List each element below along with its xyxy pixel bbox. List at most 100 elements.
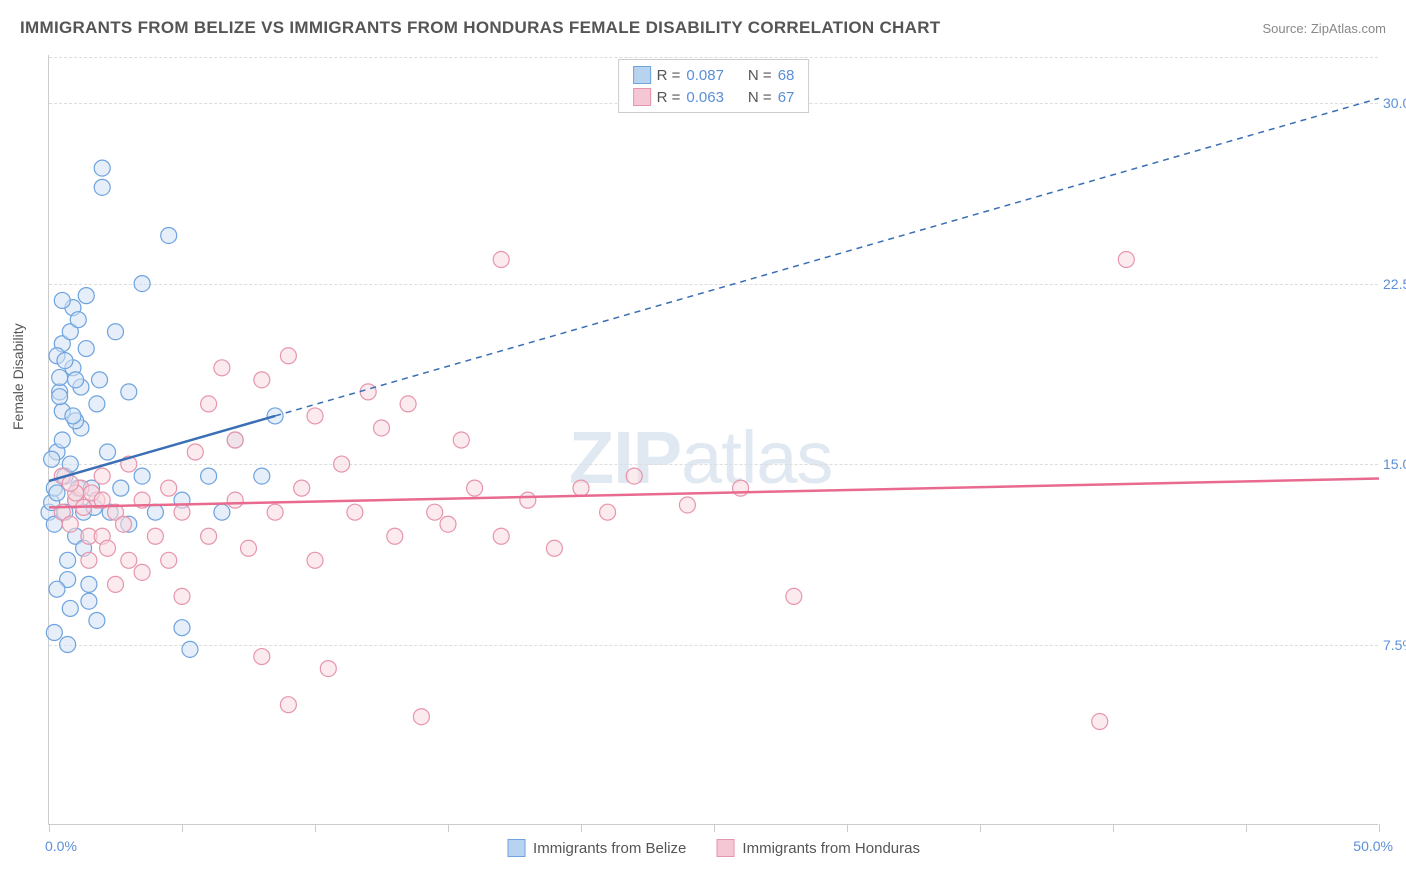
n-value: 67 — [778, 89, 795, 106]
data-point — [100, 540, 116, 556]
data-point — [600, 504, 616, 520]
correlation-legend-row: R = 0.063 N = 67 — [633, 86, 795, 108]
data-point — [121, 384, 137, 400]
data-point — [134, 564, 150, 580]
data-point — [147, 504, 163, 520]
data-point — [94, 160, 110, 176]
x-tick — [980, 824, 981, 832]
y-axis-label: Female Disability — [10, 323, 26, 430]
data-point — [400, 396, 416, 412]
n-label: N = — [748, 67, 772, 84]
data-point — [347, 504, 363, 520]
data-point — [493, 528, 509, 544]
data-point — [54, 432, 70, 448]
r-value: 0.063 — [686, 89, 724, 106]
x-tick — [1246, 824, 1247, 832]
data-point — [62, 516, 78, 532]
data-point — [626, 468, 642, 484]
data-point — [134, 468, 150, 484]
data-point — [46, 625, 62, 641]
y-tick-label: 22.5% — [1383, 276, 1406, 292]
legend-item: Immigrants from Honduras — [716, 839, 920, 857]
y-tick-label: 15.0% — [1383, 456, 1406, 472]
data-point — [108, 576, 124, 592]
r-label: R = — [657, 67, 681, 84]
data-point — [294, 480, 310, 496]
data-point — [174, 504, 190, 520]
scatter-plot — [49, 55, 1378, 824]
data-point — [1118, 252, 1134, 268]
correlation-legend: R = 0.087 N = 68 R = 0.063 N = 67 — [618, 59, 810, 113]
data-point — [493, 252, 509, 268]
data-point — [214, 360, 230, 376]
data-point — [113, 480, 129, 496]
x-axis-min-label: 0.0% — [45, 838, 77, 854]
data-point — [60, 552, 76, 568]
data-point — [161, 480, 177, 496]
data-point — [387, 528, 403, 544]
data-point — [1092, 714, 1108, 730]
data-point — [254, 468, 270, 484]
data-point — [89, 396, 105, 412]
data-point — [81, 593, 97, 609]
data-point — [307, 408, 323, 424]
data-point — [62, 600, 78, 616]
data-point — [573, 480, 589, 496]
data-point — [227, 492, 243, 508]
data-point — [70, 312, 86, 328]
data-point — [174, 588, 190, 604]
data-point — [182, 641, 198, 657]
legend-swatch — [716, 839, 734, 857]
x-tick — [448, 824, 449, 832]
y-tick-label: 7.5% — [1383, 637, 1406, 653]
r-value: 0.087 — [686, 67, 724, 84]
n-value: 68 — [778, 67, 795, 84]
data-point — [49, 485, 65, 501]
data-point — [413, 709, 429, 725]
data-point — [280, 348, 296, 364]
data-point — [467, 480, 483, 496]
legend-label: Immigrants from Belize — [533, 840, 686, 857]
x-axis-max-label: 50.0% — [1353, 838, 1393, 854]
x-tick — [182, 824, 183, 832]
data-point — [57, 353, 73, 369]
x-tick — [315, 824, 316, 832]
data-point — [334, 456, 350, 472]
legend-swatch — [633, 88, 651, 106]
x-tick — [581, 824, 582, 832]
data-point — [201, 396, 217, 412]
chart-title: IMMIGRANTS FROM BELIZE VS IMMIGRANTS FRO… — [20, 18, 940, 38]
data-point — [227, 432, 243, 448]
data-point — [320, 661, 336, 677]
data-point — [108, 324, 124, 340]
data-point — [115, 516, 131, 532]
data-point — [147, 528, 163, 544]
data-point — [44, 451, 60, 467]
data-point — [78, 341, 94, 357]
series-legend: Immigrants from Belize Immigrants from Ho… — [507, 839, 920, 857]
data-point — [54, 292, 70, 308]
data-point — [161, 552, 177, 568]
data-point — [62, 475, 78, 491]
data-point — [187, 444, 203, 460]
legend-item: Immigrants from Belize — [507, 839, 686, 857]
data-point — [201, 528, 217, 544]
data-point — [100, 444, 116, 460]
legend-swatch — [633, 66, 651, 84]
data-point — [81, 552, 97, 568]
n-label: N = — [748, 89, 772, 106]
x-tick — [49, 824, 50, 832]
y-tick-label: 30.0% — [1383, 95, 1406, 111]
data-point — [78, 288, 94, 304]
x-tick — [1379, 824, 1380, 832]
data-point — [89, 612, 105, 628]
data-point — [52, 389, 68, 405]
data-point — [280, 697, 296, 713]
data-point — [94, 179, 110, 195]
x-tick — [847, 824, 848, 832]
r-label: R = — [657, 89, 681, 106]
data-point — [520, 492, 536, 508]
data-point — [121, 552, 137, 568]
data-point — [201, 468, 217, 484]
data-point — [174, 620, 190, 636]
